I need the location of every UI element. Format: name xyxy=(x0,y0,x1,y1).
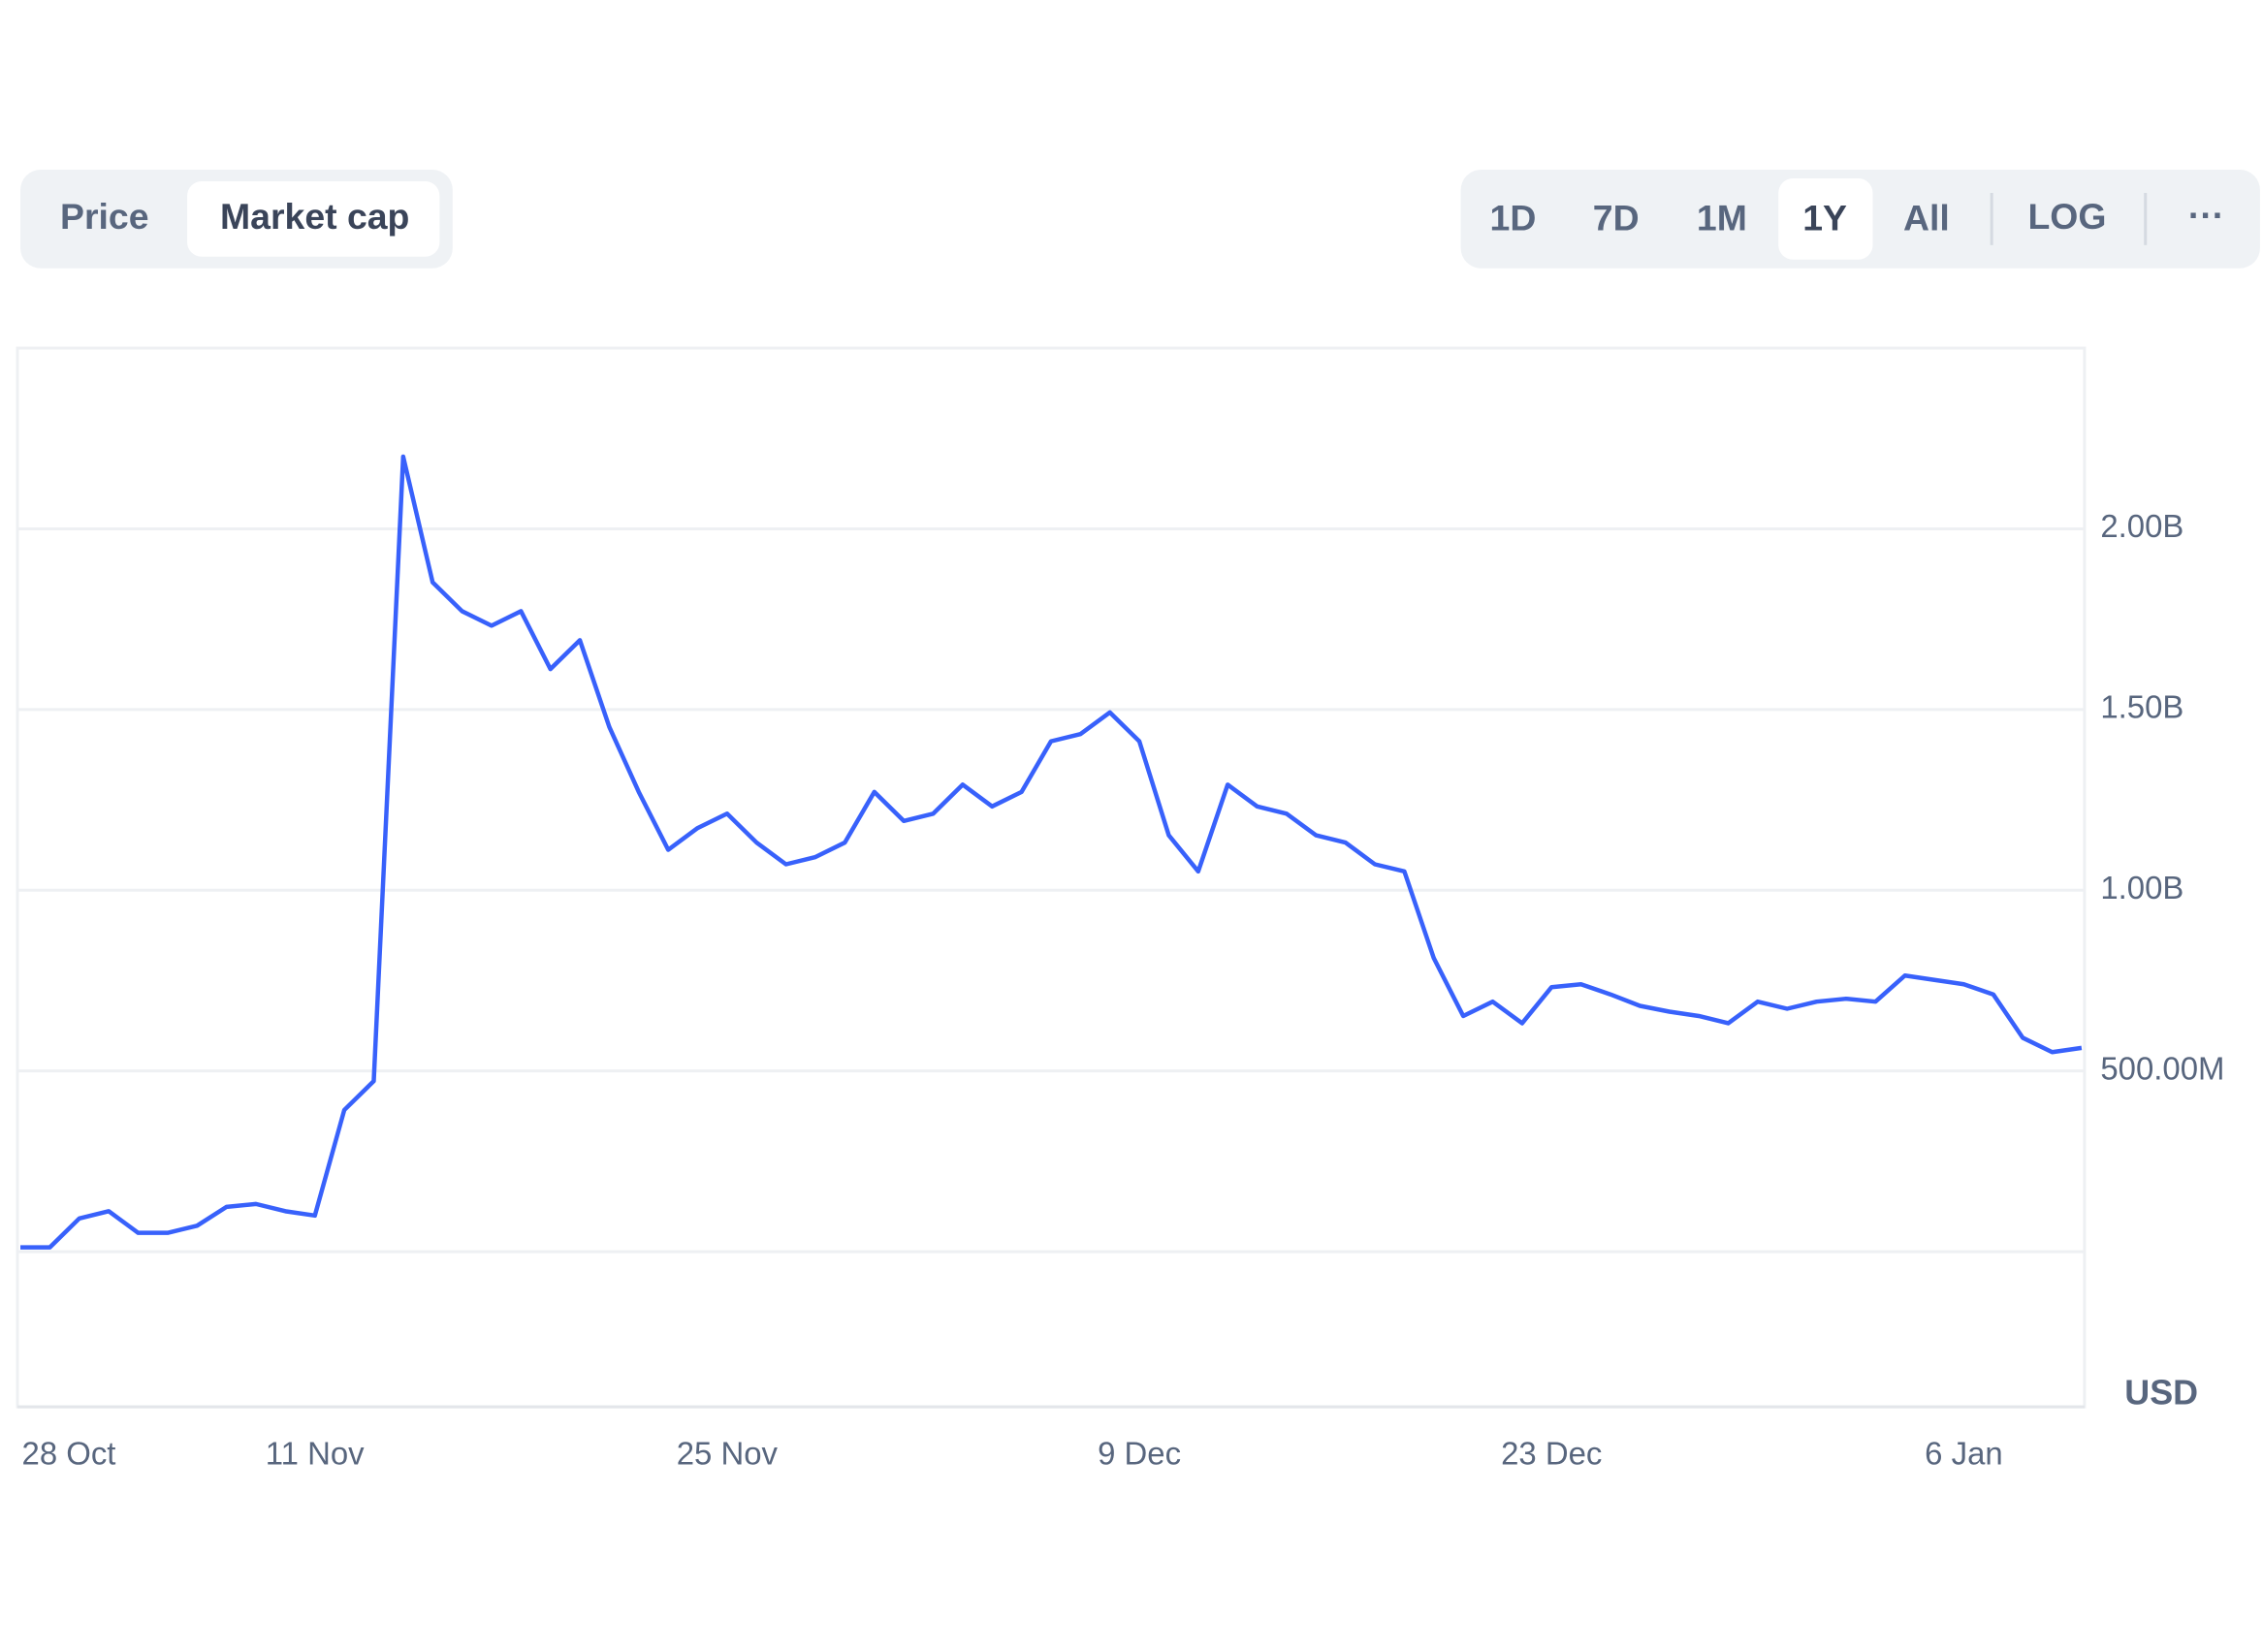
y-tick-label: 500.00M xyxy=(2100,1050,2224,1086)
range-button[interactable]: 1M xyxy=(1697,197,1747,238)
x-tick-label: 6 Jan xyxy=(1925,1436,2002,1472)
x-tick-label: 23 Dec xyxy=(1501,1436,1602,1472)
x-tick-label: 9 Dec xyxy=(1098,1436,1181,1472)
log-button[interactable]: LOG xyxy=(2027,196,2106,237)
range-button[interactable]: 1D xyxy=(1490,197,1537,238)
tab-active xyxy=(187,181,440,257)
series-line xyxy=(20,454,2083,1250)
x-tick-label: 11 Nov xyxy=(266,1436,365,1472)
x-tick-label: 28 Oct xyxy=(22,1436,116,1472)
range-button[interactable]: 1Y xyxy=(1802,197,1847,238)
y-tick-label: 1.00B xyxy=(2100,870,2183,905)
y-tick-label: 2.00B xyxy=(2100,508,2183,544)
more-button[interactable]: ··· xyxy=(2188,194,2224,235)
range-button[interactable]: All xyxy=(1903,197,1950,238)
tab-price[interactable]: Price xyxy=(60,196,148,237)
range-active xyxy=(1778,178,1873,260)
x-tick-label: 25 Nov xyxy=(677,1436,779,1472)
y-tick-label: 1.50B xyxy=(2100,689,2183,725)
y-unit-label: USD xyxy=(2124,1374,2198,1413)
range-button[interactable]: 7D xyxy=(1593,197,1640,238)
tab-market-cap[interactable]: Market cap xyxy=(220,196,409,237)
